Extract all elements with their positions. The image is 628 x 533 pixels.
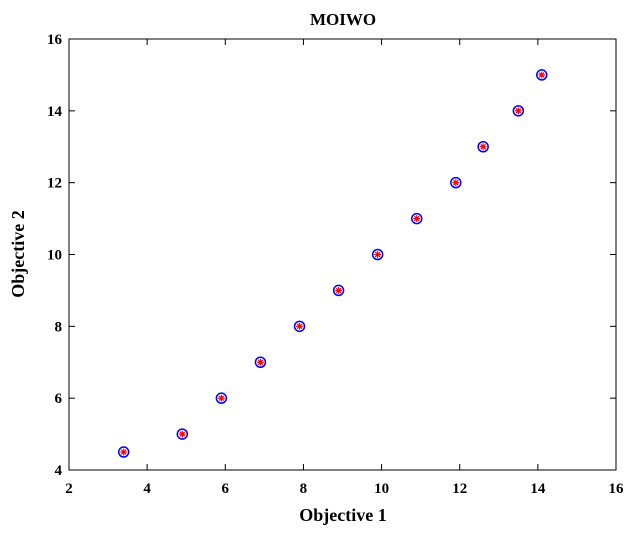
y-tick: 4: [55, 463, 616, 479]
y-tick: 14: [47, 104, 616, 120]
data-point: [371, 248, 384, 261]
data-point: [512, 105, 525, 117]
x-tick-label: 4: [143, 481, 151, 497]
point-circle-marker: [117, 446, 130, 458]
point-asterisk-marker: [452, 179, 460, 187]
point-circle-marker: [477, 141, 489, 153]
point-circle-marker: [536, 69, 548, 81]
data-point: [410, 212, 423, 225]
y-tick: 12: [47, 176, 616, 192]
x-tick-label: 16: [609, 481, 625, 497]
x-tick-label: 14: [530, 481, 546, 497]
point-circle-marker: [371, 248, 384, 261]
x-tick-label: 12: [452, 481, 467, 497]
x-axis-ticks: 2 4 6 8 10 12 14 16: [65, 39, 624, 497]
data-point: [117, 446, 130, 458]
data-point: [536, 69, 548, 81]
point-asterisk-marker: [120, 448, 128, 456]
x-tick: 4: [143, 39, 151, 497]
point-asterisk-marker: [538, 71, 546, 79]
point-circle-marker: [293, 320, 306, 333]
point-asterisk-marker: [335, 287, 342, 294]
x-tick-label: 2: [65, 481, 73, 497]
point-asterisk-marker: [514, 107, 522, 115]
x-tick: 2: [65, 39, 73, 497]
chart-title: MOIWO: [310, 10, 376, 29]
y-tick: 8: [55, 319, 616, 335]
point-circle-marker: [450, 176, 462, 189]
y-tick-label: 4: [55, 463, 63, 479]
point-asterisk-marker: [178, 430, 186, 438]
point-circle-marker: [176, 428, 189, 440]
x-tick-label: 8: [300, 481, 308, 497]
point-circle-marker: [512, 105, 525, 117]
point-asterisk-marker: [296, 322, 303, 330]
point-asterisk-marker: [257, 358, 264, 366]
y-tick-label: 14: [47, 104, 63, 120]
point-asterisk-marker: [413, 215, 421, 222]
x-tick-label: 6: [222, 481, 230, 497]
y-tick: 10: [47, 248, 616, 264]
data-point: [332, 284, 345, 297]
x-tick: 12: [452, 39, 467, 497]
x-tick: 10: [374, 39, 389, 497]
plot-area-frame: [68, 38, 617, 471]
x-axis-label: Objective 1: [299, 505, 386, 525]
data-point: [477, 141, 489, 153]
point-circle-marker: [254, 356, 267, 368]
y-tick-label: 6: [55, 391, 63, 407]
y-tick-label: 8: [55, 319, 63, 335]
data-point: [293, 320, 306, 333]
point-circle-marker: [215, 392, 228, 404]
y-tick: 16: [47, 32, 616, 48]
point-asterisk-marker: [217, 394, 225, 402]
data-points: [117, 69, 548, 458]
data-point: [176, 428, 189, 440]
point-circle-marker: [410, 212, 423, 225]
data-point: [450, 176, 462, 189]
x-tick: 8: [300, 39, 308, 497]
point-asterisk-marker: [374, 251, 382, 258]
y-axis-ticks: 4 6 8 10 12 14 16: [47, 32, 616, 479]
point-asterisk-marker: [479, 143, 487, 151]
y-tick-label: 10: [47, 248, 62, 264]
y-tick-label: 12: [47, 176, 62, 192]
x-tick-label: 10: [374, 481, 389, 497]
y-tick-label: 16: [47, 32, 63, 48]
y-axis-label: Objective 2: [8, 210, 28, 297]
data-point: [254, 356, 267, 368]
x-tick: 6: [222, 39, 230, 497]
point-circle-marker: [332, 284, 345, 297]
y-tick: 6: [55, 391, 616, 407]
x-tick: 14: [530, 39, 546, 497]
x-tick: 16: [609, 39, 625, 497]
data-point: [215, 392, 228, 404]
